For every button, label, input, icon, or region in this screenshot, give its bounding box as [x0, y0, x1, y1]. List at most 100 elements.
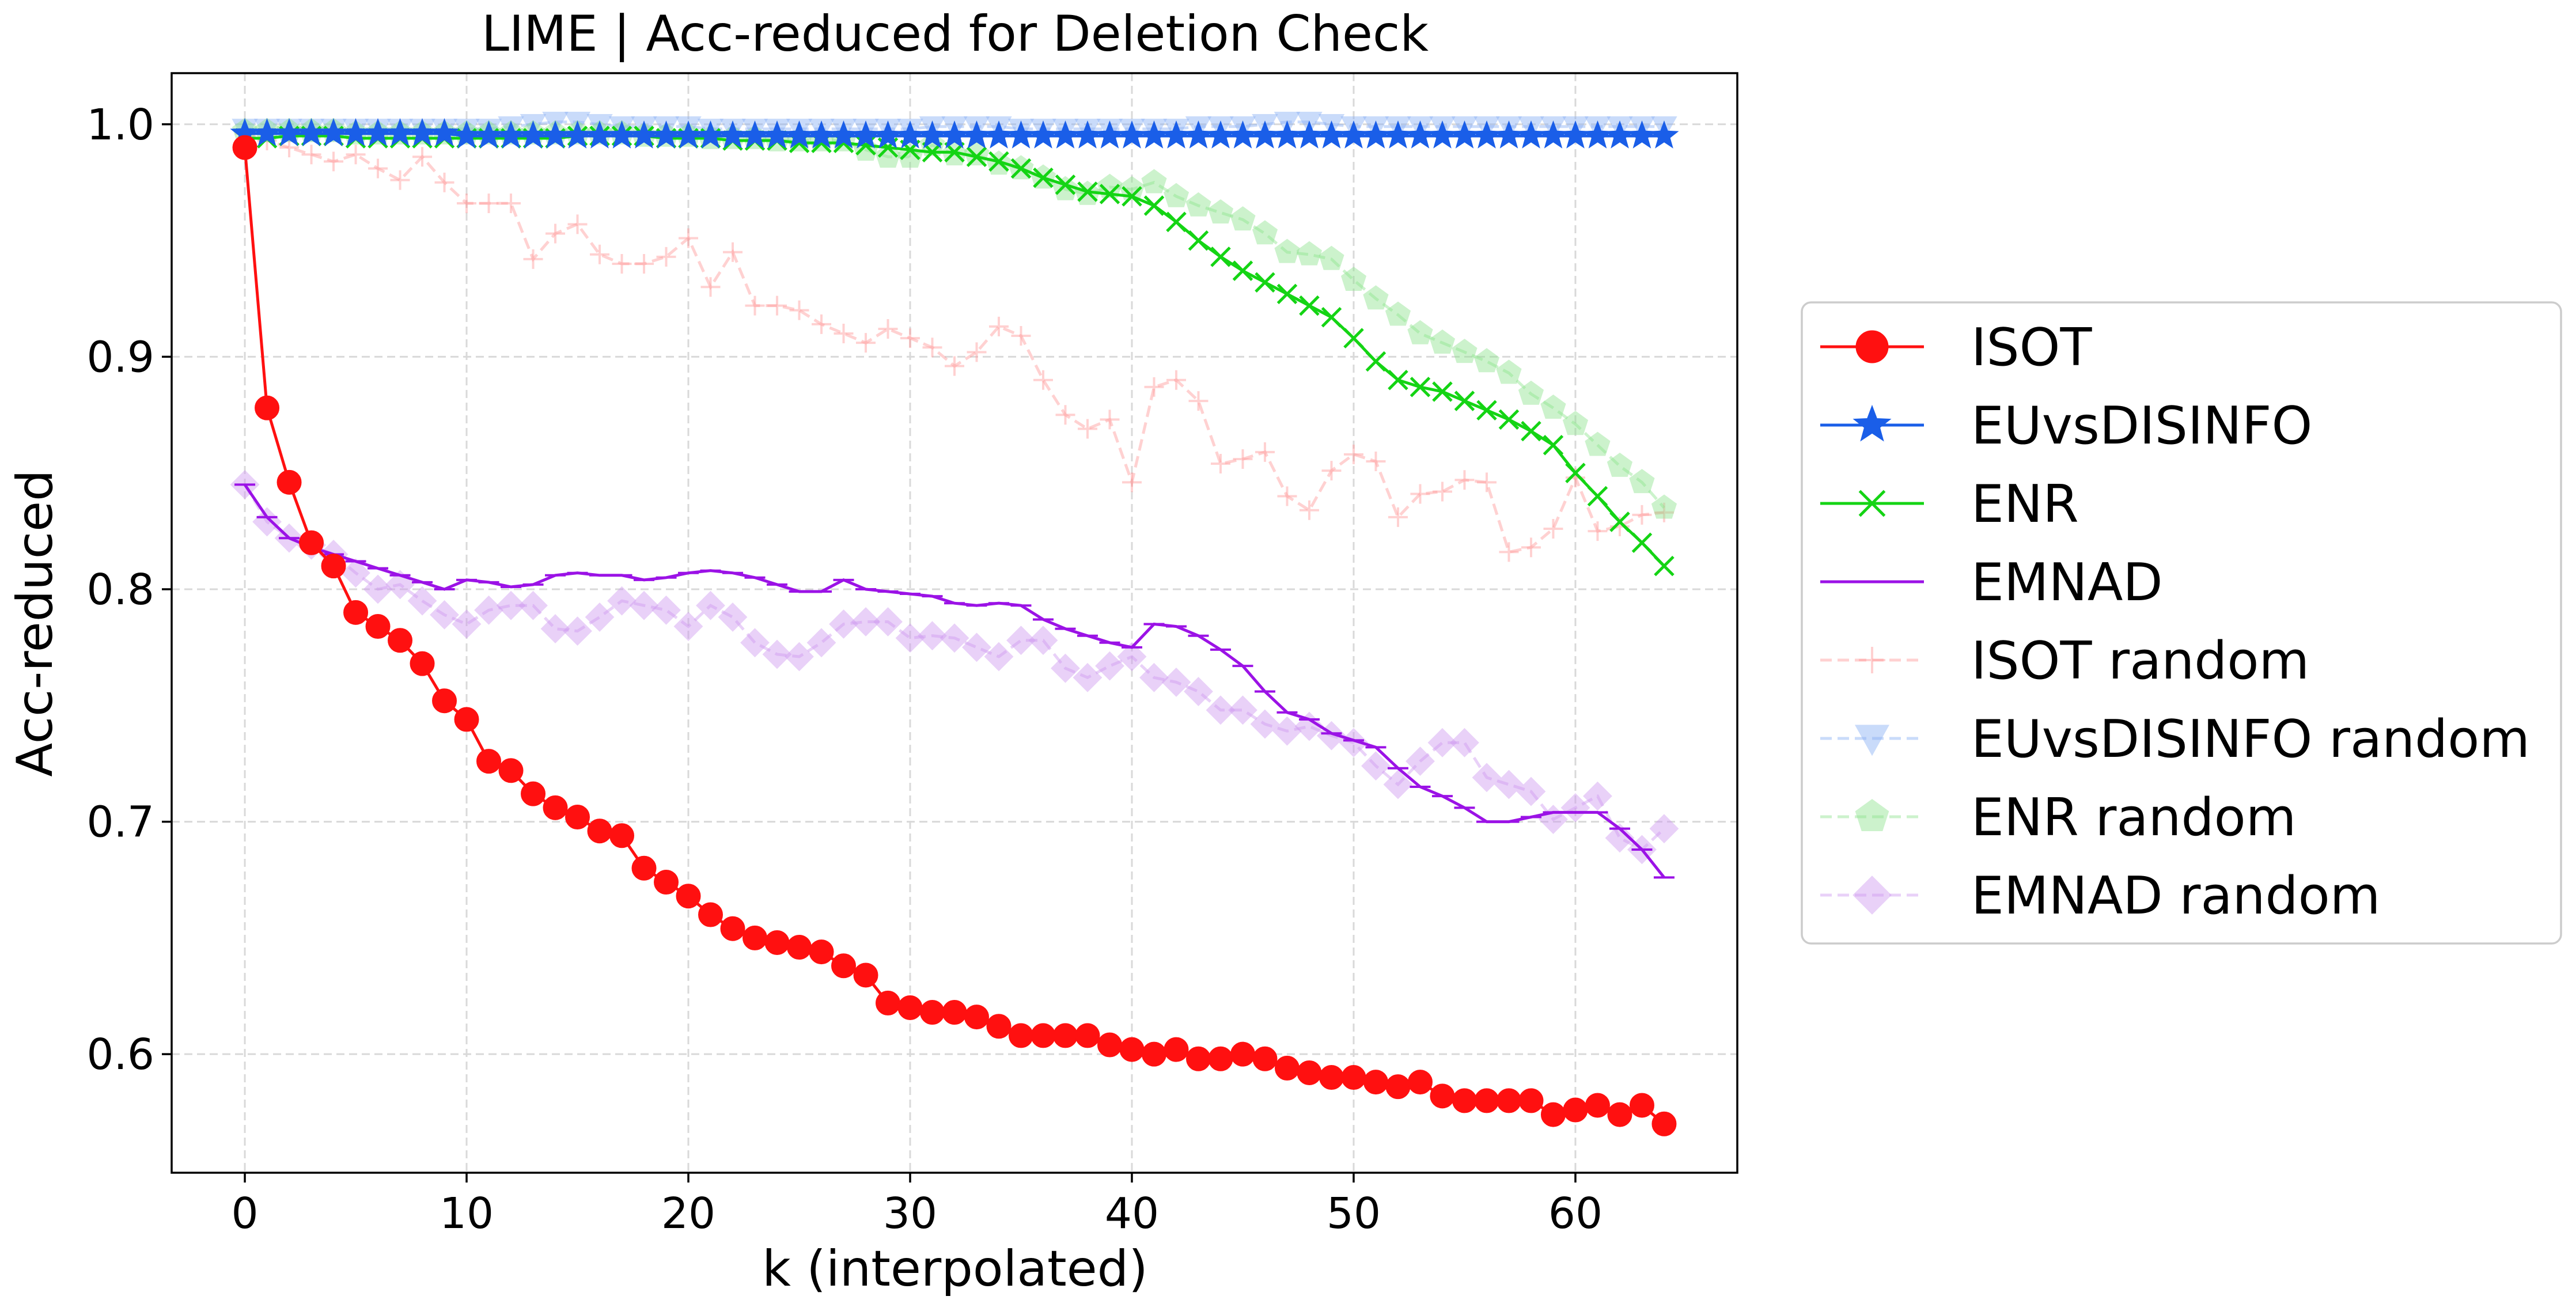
data-point-isot-random	[1055, 405, 1075, 425]
data-point-emnad-random	[1073, 662, 1103, 692]
data-point-enr-random	[1141, 169, 1167, 194]
data-point-enr	[1343, 328, 1364, 348]
data-point-isot-random	[922, 338, 942, 358]
legend-marker	[1855, 799, 1889, 831]
data-point-emnad-random	[851, 607, 881, 636]
data-point-isot	[1452, 1088, 1477, 1113]
data-point-isot	[787, 935, 812, 960]
data-point-isot	[920, 1000, 945, 1025]
data-point-enr-random	[1274, 238, 1300, 263]
data-point-emnad-random	[873, 607, 903, 636]
data-point-isot	[1518, 1088, 1544, 1113]
data-point-isot-random	[723, 242, 743, 262]
data-point-emnad-random	[518, 590, 548, 620]
data-point-euvsdisinfo	[429, 118, 460, 146]
data-point-isot	[343, 600, 369, 625]
data-point-isot	[1563, 1097, 1588, 1123]
data-point-emnad-random	[1383, 770, 1413, 799]
data-point-isot	[1230, 1041, 1255, 1067]
data-point-enr	[1276, 283, 1298, 305]
data-point-emnad-random	[585, 602, 615, 632]
data-point-isot-random	[1388, 507, 1408, 527]
data-point-emnad-random	[1649, 814, 1679, 844]
data-point-isot	[1075, 1023, 1100, 1048]
data-point-emnad-random	[1406, 746, 1435, 776]
data-point-enr	[1122, 186, 1142, 207]
data-point-isot	[365, 614, 391, 639]
data-point-emnad-random	[496, 590, 526, 620]
data-point-emnad-random	[1494, 770, 1524, 799]
data-point-enr	[1099, 184, 1120, 204]
legend-entry-emnad: EMNAD	[1820, 552, 2163, 613]
data-point-emnad-random	[1605, 823, 1635, 853]
data-point-enr-random	[1296, 241, 1323, 266]
data-point-isot	[876, 990, 901, 1015]
data-point-enr	[1077, 181, 1098, 202]
x-tick-label: 10	[440, 1189, 494, 1238]
data-point-isot-random	[1521, 537, 1541, 558]
data-point-isot-random	[390, 170, 410, 190]
data-point-enr	[1299, 295, 1320, 316]
data-point-enr-random	[1607, 452, 1633, 477]
legend-label: EMNAD random	[1971, 866, 2380, 926]
data-point-isot	[521, 781, 546, 806]
data-point-enr	[1388, 369, 1408, 391]
data-point-isot-random	[1499, 542, 1519, 562]
legend-entry-enr-random: ENR random	[1820, 787, 2296, 848]
data-point-emnad-random	[829, 609, 858, 639]
data-point-isot	[809, 939, 834, 965]
data-point-enr	[988, 151, 1009, 172]
data-point-isot-random	[1255, 442, 1275, 462]
data-point-enr-random	[1340, 266, 1367, 291]
legend-frame	[1801, 301, 2562, 945]
data-point-isot-random	[700, 277, 721, 297]
data-point-emnad-random	[1427, 727, 1457, 757]
data-point-isot	[476, 749, 502, 774]
data-point-emnad-random	[1361, 751, 1391, 781]
data-point-isot	[1540, 1102, 1566, 1127]
data-point-emnad-random	[1272, 716, 1302, 746]
data-point-isot	[1651, 1111, 1677, 1136]
data-point-isot	[1208, 1046, 1233, 1071]
data-point-isot	[454, 707, 479, 732]
data-point-isot	[654, 870, 679, 895]
data-point-isot-random	[634, 253, 654, 274]
series-layer	[230, 111, 1679, 1136]
data-point-enr-random	[1119, 176, 1145, 200]
data-point-emnad-random	[1028, 626, 1058, 655]
data-point-isot	[232, 135, 257, 160]
data-point-isot-random	[1366, 452, 1386, 472]
data-point-enr-random	[1163, 183, 1189, 207]
data-point-isot	[897, 995, 923, 1020]
data-point-isot	[587, 818, 612, 844]
data-point-enr-random	[1319, 245, 1344, 270]
data-point-emnad-random	[918, 621, 947, 651]
data-point-isot	[942, 1000, 967, 1025]
data-point-enr	[1410, 377, 1431, 397]
data-point-isot	[631, 855, 657, 881]
data-point-isot-random	[1166, 370, 1186, 390]
data-point-isot-random	[590, 244, 610, 264]
data-point-isot-random	[679, 228, 699, 248]
data-point-emnad-random	[1583, 781, 1612, 811]
data-point-enr-random	[1207, 199, 1234, 223]
data-point-isot-random	[279, 138, 300, 158]
data-point-isot	[676, 884, 701, 909]
data-point-isot-random	[1343, 444, 1363, 464]
data-point-isot-random	[1033, 370, 1053, 390]
data-point-isot	[498, 758, 524, 783]
data-point-enr	[1143, 195, 1165, 216]
legend-marker	[1854, 725, 1890, 756]
data-point-emnad-random	[740, 628, 770, 658]
data-point-isot	[1274, 1055, 1300, 1081]
data-point-enr	[966, 146, 987, 168]
data-point-isot	[1385, 1074, 1411, 1100]
data-point-isot-random	[967, 342, 987, 362]
x-tick-label: 20	[661, 1189, 715, 1238]
data-point-isot-random	[745, 295, 765, 316]
data-point-isot	[565, 805, 590, 830]
data-point-isot	[1430, 1083, 1455, 1109]
legend-marker	[1855, 330, 1889, 363]
data-point-isot-random	[767, 295, 787, 316]
legend-entry-euvsdisinfo: EUvsDISINFO	[1820, 396, 2312, 456]
